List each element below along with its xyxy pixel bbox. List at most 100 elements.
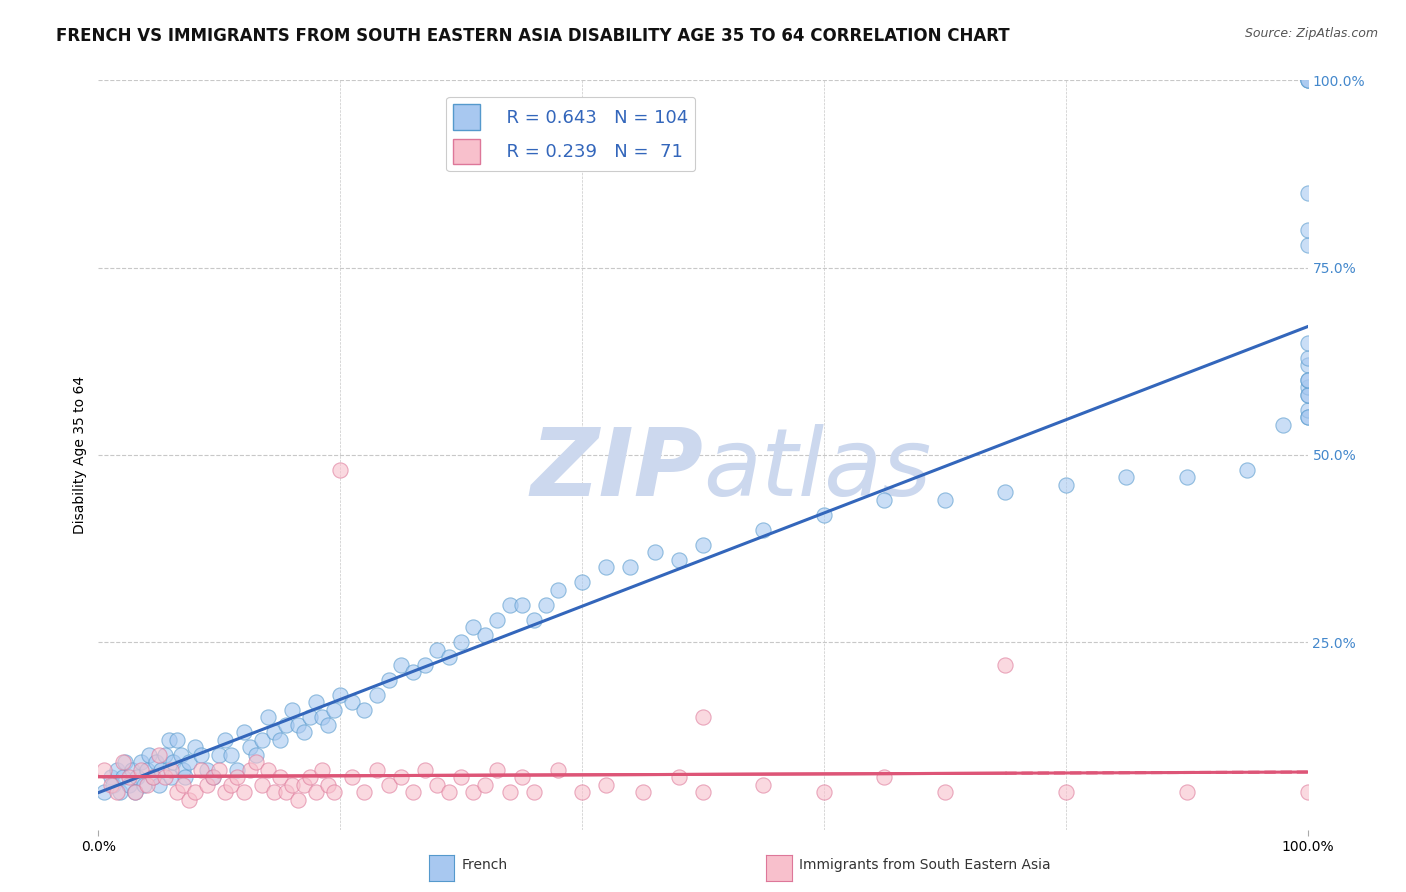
Point [994, 657, 1017, 672]
Point [190, 747, 212, 762]
Point [299, 710, 322, 724]
Point [474, 778, 496, 792]
Point [172, 763, 194, 777]
Point [1175, 785, 1198, 799]
Point [157, 732, 180, 747]
Point [100, 778, 122, 792]
Point [232, 725, 254, 739]
Point [1296, 238, 1319, 252]
Point [281, 703, 304, 717]
Point [366, 688, 388, 702]
Point [129, 763, 152, 777]
Point [329, 688, 352, 702]
Point [873, 492, 896, 507]
Point [1296, 403, 1319, 417]
Point [692, 538, 714, 552]
Point [1296, 388, 1319, 402]
Point [239, 740, 262, 755]
Point [323, 785, 346, 799]
Point [342, 695, 364, 709]
Point [208, 747, 231, 762]
Point [174, 770, 197, 784]
Point [486, 763, 509, 777]
Point [195, 763, 218, 777]
Point [226, 763, 249, 777]
Point [498, 785, 520, 799]
Point [510, 770, 533, 784]
Point [547, 763, 569, 777]
Point [160, 770, 183, 784]
Point [813, 785, 835, 799]
Point [1296, 73, 1319, 87]
Point [1296, 335, 1319, 350]
Point [250, 778, 273, 792]
Point [221, 747, 243, 762]
Point [274, 717, 297, 731]
Point [114, 755, 136, 769]
Point [145, 755, 167, 769]
Point [316, 717, 339, 731]
Point [389, 657, 412, 672]
Point [105, 785, 128, 799]
Point [153, 747, 176, 762]
Point [184, 785, 207, 799]
Point [269, 770, 291, 784]
Text: FRENCH VS IMMIGRANTS FROM SOUTH EASTERN ASIA DISABILITY AGE 35 TO 64 CORRELATION: FRENCH VS IMMIGRANTS FROM SOUTH EASTERN … [56, 27, 1010, 45]
Point [129, 755, 152, 769]
Point [292, 778, 315, 792]
Point [1054, 785, 1077, 799]
Point [1296, 223, 1319, 237]
Point [105, 763, 128, 777]
Point [135, 763, 157, 777]
Point [342, 770, 364, 784]
Point [450, 635, 472, 649]
Point [1296, 73, 1319, 87]
Point [184, 740, 207, 755]
Text: atlas: atlas [703, 425, 931, 516]
Point [934, 492, 956, 507]
Text: Source: ZipAtlas.com: Source: ZipAtlas.com [1244, 27, 1378, 40]
Point [281, 778, 304, 792]
Point [668, 553, 690, 567]
Point [111, 755, 134, 769]
Point [1236, 463, 1258, 477]
Y-axis label: Disability Age 35 to 64: Disability Age 35 to 64 [73, 376, 87, 534]
Point [166, 732, 188, 747]
Point [195, 778, 218, 792]
Point [523, 785, 546, 799]
Point [1175, 470, 1198, 484]
Point [934, 785, 956, 799]
Point [135, 778, 157, 792]
Point [250, 732, 273, 747]
Point [994, 485, 1017, 500]
Point [190, 763, 212, 777]
Point [619, 560, 641, 574]
Point [389, 770, 412, 784]
Point [179, 755, 201, 769]
Point [305, 785, 328, 799]
Point [269, 732, 291, 747]
Point [142, 770, 165, 784]
Point [426, 778, 449, 792]
Point [239, 763, 262, 777]
Point [1296, 73, 1319, 87]
Point [245, 755, 267, 769]
Point [377, 673, 399, 687]
Point [668, 770, 690, 784]
Point [245, 747, 267, 762]
Point [118, 770, 141, 784]
Point [1296, 410, 1319, 425]
Legend:   R = 0.643   N = 104,   R = 0.239   N =  71: R = 0.643 N = 104, R = 0.239 N = 71 [446, 97, 695, 171]
Text: ZIP: ZIP [530, 424, 703, 516]
Point [134, 778, 156, 792]
Point [202, 770, 225, 784]
Point [595, 560, 617, 574]
Point [1296, 388, 1319, 402]
Point [138, 747, 160, 762]
Point [329, 463, 352, 477]
Point [1296, 186, 1319, 200]
Point [263, 725, 285, 739]
Point [571, 575, 593, 590]
Point [256, 763, 278, 777]
Point [813, 508, 835, 522]
